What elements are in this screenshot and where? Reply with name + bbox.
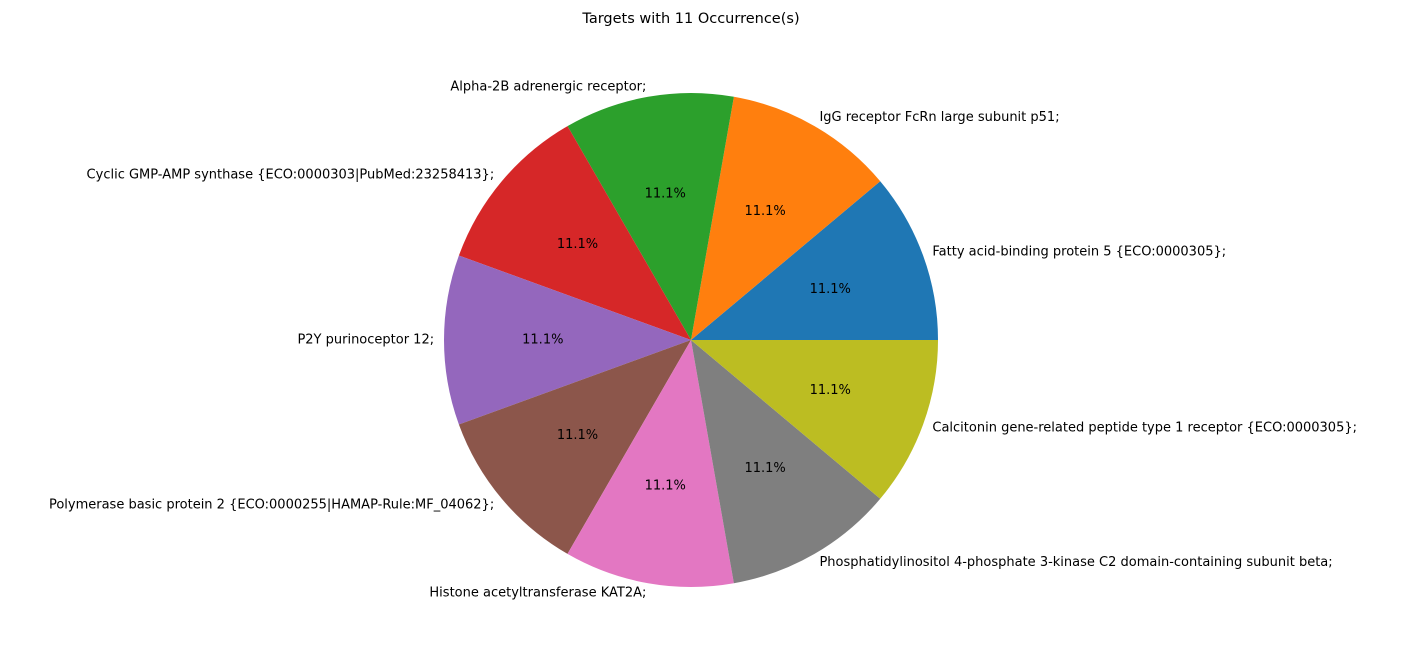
pie-slice bbox=[691, 340, 938, 499]
slice-label: Fatty acid-binding protein 5 {ECO:000030… bbox=[932, 245, 1226, 260]
slice-percent-label: 11.1% bbox=[744, 461, 785, 476]
slice-label: Calcitonin gene-related peptide type 1 r… bbox=[932, 420, 1357, 435]
slice-label: Histone acetyltransferase KAT2A; bbox=[429, 585, 646, 600]
slice-percent-label: 11.1% bbox=[744, 204, 785, 219]
slice-percent-label: 11.1% bbox=[810, 383, 851, 398]
pie-labels: Fatty acid-binding protein 5 {ECO:000030… bbox=[49, 80, 1357, 601]
slice-label: Phosphatidylinositol 4-phosphate 3-kinas… bbox=[819, 555, 1332, 570]
pie-slice bbox=[691, 96, 881, 340]
slice-percent-label: 11.1% bbox=[557, 428, 598, 443]
slice-label: Alpha-2B adrenergic receptor; bbox=[450, 80, 646, 95]
slice-label: P2Y purinoceptor 12; bbox=[297, 333, 434, 348]
pie-slice bbox=[567, 93, 734, 340]
pie-slices bbox=[444, 93, 938, 587]
slice-percent-label: 11.1% bbox=[522, 333, 563, 348]
slice-label: Polymerase basic protein 2 {ECO:0000255|… bbox=[49, 498, 494, 513]
chart-title: Targets with 11 Occurrence(s) bbox=[581, 11, 799, 27]
pie-slice bbox=[458, 340, 691, 554]
pie-slice bbox=[691, 181, 938, 340]
slice-label: Cyclic GMP-AMP synthase {ECO:0000303|Pub… bbox=[87, 167, 495, 182]
pie-slice bbox=[567, 340, 734, 587]
pie-slice bbox=[444, 255, 691, 425]
slice-label: IgG receptor FcRn large subunit p51; bbox=[819, 110, 1059, 125]
pie-percent-labels: 11.1% 11.1% 11.1% 11.1% 11.1% 11.1% 11.1% 11.1%… bbox=[522, 187, 851, 494]
slice-percent-label: 11.1% bbox=[810, 282, 851, 297]
slice-percent-label: 11.1% bbox=[557, 237, 598, 252]
pie-slice bbox=[458, 126, 691, 340]
slice-percent-label: 11.1% bbox=[645, 478, 686, 493]
slice-percent-label: 11.1% bbox=[645, 187, 686, 202]
pie-slice bbox=[691, 340, 881, 584]
